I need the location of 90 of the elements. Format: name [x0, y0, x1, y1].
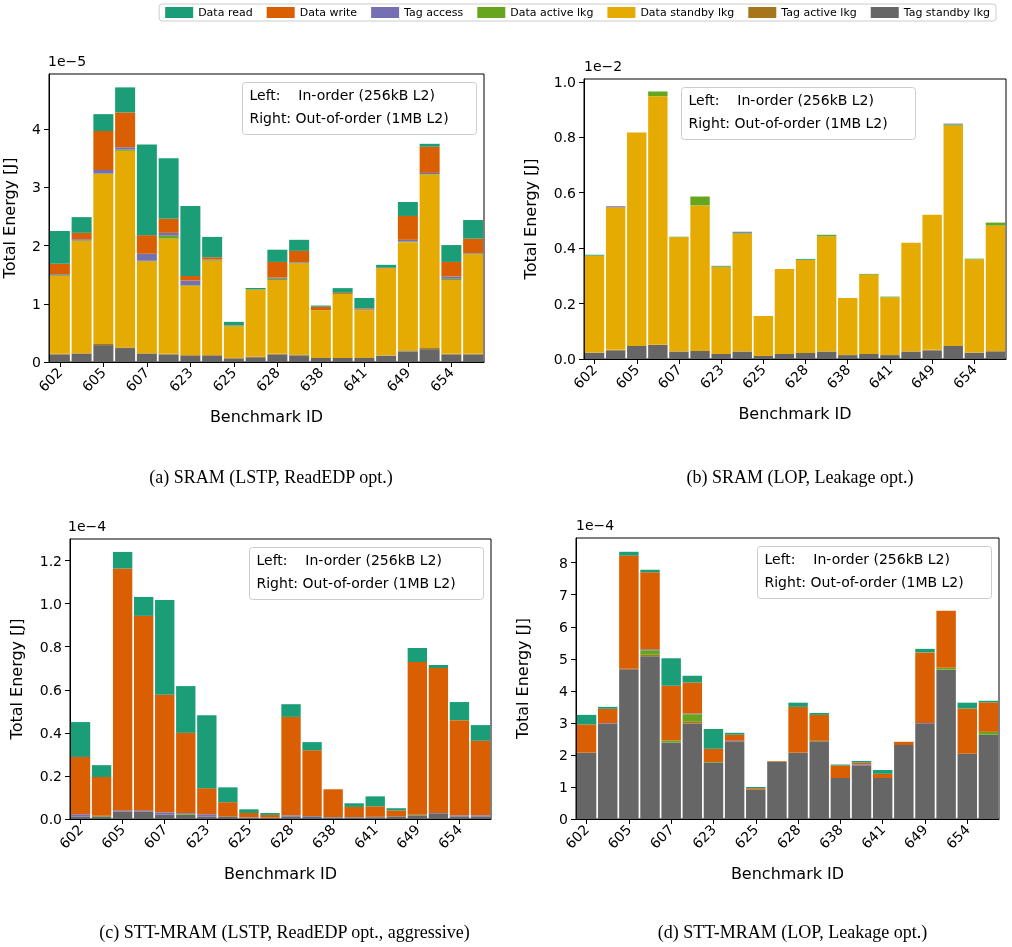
x-tick-label: 625	[224, 821, 255, 852]
x-tick-label: 623	[165, 364, 197, 395]
x-tick-label: 628	[252, 364, 284, 395]
annotation: Right: Out-of-order (1MB L2)	[249, 109, 449, 126]
x-tick-label: 628	[773, 821, 804, 852]
y-axis-title: Total Energy [J]	[520, 158, 540, 281]
x-tick-label: 638	[823, 361, 854, 392]
x-axis-title: Benchmark ID	[223, 863, 338, 883]
y-tick-label: 2	[32, 237, 41, 254]
text: 1e−5	[48, 53, 87, 69]
y-tick-label: 6	[559, 618, 569, 635]
text: (a) SRAM (LSTP, ReadEDP opt.)	[149, 467, 393, 488]
x-tick-label: 641	[339, 364, 371, 395]
x-tick-label: 638	[815, 821, 847, 852]
x-tick-label: 649	[900, 821, 931, 852]
x-tick-label: 625	[738, 361, 770, 392]
annotation: Left: In-order (256kB L2)	[688, 91, 874, 108]
text: 1e−4	[68, 518, 107, 534]
legend-label: Data active lkg	[510, 6, 594, 19]
y-tick-label: 4	[32, 121, 42, 138]
annotation: Right: Out-of-order (1MB L2)	[256, 574, 456, 591]
y-tick-label: 0.8	[39, 638, 62, 655]
y-tick-label: 3	[559, 714, 568, 731]
x-tick-label: 654	[434, 821, 466, 852]
x-tick-label: 638	[296, 364, 327, 395]
x-tick-label: 638	[308, 821, 339, 852]
y-tick-label: 1	[559, 778, 568, 795]
x-tick-label: 628	[781, 361, 812, 392]
x-tick-label: 623	[182, 821, 213, 852]
x-tick-label: 649	[907, 361, 938, 392]
text: 1e−2	[584, 58, 623, 74]
y-axis-title: Total Energy [J]	[512, 618, 532, 740]
y-tick-label: 0.4	[39, 724, 63, 741]
x-tick-label: 625	[731, 821, 762, 852]
annotation: Left: In-order (256kB L2)	[764, 550, 950, 567]
x-tick-label: 605	[78, 364, 110, 395]
text: (d) STT-MRAM (LOP, Leakage opt.)	[657, 922, 928, 943]
y-tick-label: 1	[32, 295, 41, 312]
y-tick-label: 5	[559, 650, 568, 667]
x-tick-label: 649	[383, 364, 414, 395]
x-tick-label: 623	[696, 361, 727, 392]
annotation: Left: In-order (256kB L2)	[249, 86, 435, 103]
legend-label: Tag access	[403, 6, 464, 19]
y-axis-title: Total Energy [J]	[6, 618, 26, 741]
y-tick-label: 8	[559, 554, 568, 571]
x-tick-label: 649	[392, 821, 423, 852]
x-axis-title: Benchmark ID	[730, 863, 845, 883]
y-tick-label: 0.2	[39, 767, 62, 784]
x-tick-label: 605	[612, 361, 643, 392]
text: (b) SRAM (LOP, Leakage opt.)	[686, 467, 914, 488]
x-tick-label: 623	[688, 821, 720, 852]
y-tick-label: 3	[32, 179, 41, 196]
y-tick-label: 1.0	[553, 73, 576, 90]
legend-label: Data read	[198, 6, 253, 19]
y-axis-title: Total Energy [J]	[0, 157, 19, 280]
text: 1e−4	[576, 517, 615, 533]
y-tick-label: 1.0	[39, 595, 62, 612]
y-tick-label: 0.0	[39, 811, 62, 827]
y-tick-label: 0.8	[553, 129, 576, 146]
y-tick-label: 7	[559, 586, 568, 603]
y-tick-label: 0.6	[39, 681, 63, 698]
y-tick-label: 1.2	[39, 552, 62, 569]
x-axis-title: Benchmark ID	[209, 406, 324, 426]
y-tick-label: 4	[559, 682, 569, 699]
legend-label: Tag standby lkg	[902, 6, 991, 19]
x-tick-label: 625	[209, 364, 240, 395]
x-tick-label: 641	[865, 361, 896, 392]
annotation: Right: Out-of-order (1MB L2)	[688, 114, 888, 131]
legend-label: Data write	[299, 6, 358, 19]
x-tick-label: 654	[942, 821, 973, 852]
x-tick-label: 605	[98, 821, 129, 852]
y-tick-label: 0	[32, 354, 41, 370]
x-tick-label: 641	[858, 821, 889, 852]
y-tick-label: 0.6	[553, 184, 577, 201]
y-tick-label: 0.4	[553, 240, 577, 257]
y-tick-label: 0.2	[553, 295, 576, 312]
y-tick-label: 2	[559, 746, 568, 763]
y-tick-label: 0.0	[553, 351, 576, 367]
x-tick-label: 654	[426, 364, 458, 395]
x-tick-label: 654	[949, 361, 981, 392]
x-tick-label: 641	[350, 821, 381, 852]
text: (c) STT-MRAM (LSTP, ReadEDP opt., aggressive)	[99, 922, 470, 943]
y-tick-label: 0	[559, 811, 568, 827]
x-tick-label: 628	[266, 821, 297, 852]
legend-label: Data standby lkg	[640, 6, 735, 19]
x-axis-title: Benchmark ID	[738, 403, 852, 423]
annotation: Right: Out-of-order (1MB L2)	[764, 573, 964, 590]
annotation: Left: In-order (256kB L2)	[256, 551, 442, 568]
legend-label: Tag active lkg	[780, 6, 857, 19]
x-tick-label: 605	[604, 821, 635, 852]
